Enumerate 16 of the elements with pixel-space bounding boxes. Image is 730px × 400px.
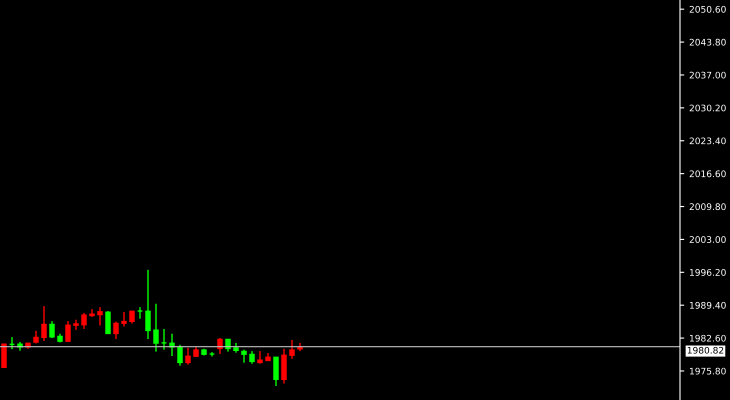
y-tick-label: 2037.00 bbox=[690, 72, 726, 79]
y-tick-label: 1975.80 bbox=[690, 368, 726, 375]
y-tick-label: 2043.80 bbox=[690, 38, 726, 46]
y-tick-label: 2030.20 bbox=[690, 104, 726, 112]
candlestick bbox=[160, 328, 168, 350]
y-tick-label: 2050.60 bbox=[690, 6, 726, 13]
candlestick bbox=[8, 336, 16, 350]
candlestick bbox=[1, 344, 7, 368]
ref-line-label: 1980.82 bbox=[688, 346, 724, 354]
y-tick-label: 2023.40 bbox=[690, 137, 726, 144]
y-tick-label: 2003.00 bbox=[690, 236, 726, 243]
y-tick-label: 2016.60 bbox=[690, 170, 726, 178]
y-tick-label: 1982.60 bbox=[690, 334, 726, 342]
y-tick-label: 1989.40 bbox=[690, 302, 726, 309]
y-tick-label: 2009.80 bbox=[690, 203, 726, 210]
y-tick-label: 1996.20 bbox=[690, 269, 726, 276]
